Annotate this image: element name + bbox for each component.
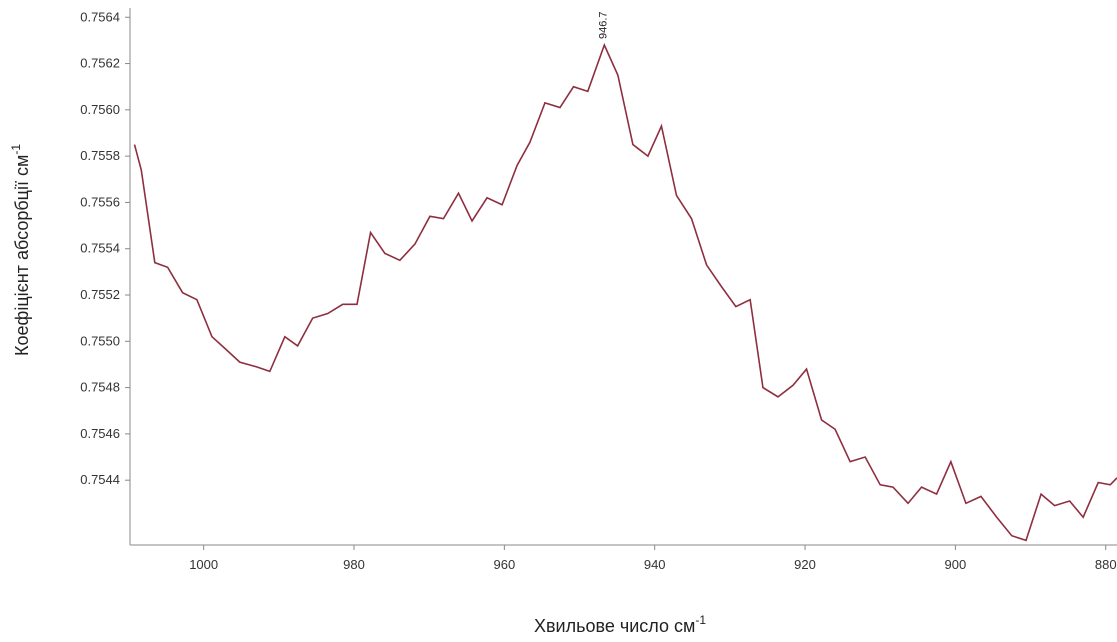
y-tick-label: 0.7550: [80, 333, 120, 348]
x-tick-label: 900: [945, 557, 967, 572]
y-tick-label: 0.7560: [80, 102, 120, 117]
y-tick-label: 0.7564: [80, 9, 120, 24]
y-axis-title: Коефіцієнт абсорбції см-1: [9, 144, 32, 356]
spectrum-line: [133, 42, 1117, 542]
y-tick-label: 0.7548: [80, 380, 120, 395]
x-tick-label: 960: [494, 557, 516, 572]
y-tick-label: 0.7546: [80, 426, 120, 441]
y-axis-title-sup: -1: [9, 144, 23, 155]
y-axis-title-text: Коефіцієнт абсорбції см: [12, 155, 32, 356]
y-tick-label: 0.7556: [80, 194, 120, 209]
y-tick-label: 0.7562: [80, 56, 120, 71]
x-axis-title-sup: -1: [695, 613, 706, 627]
y-tick-label: 0.7544: [80, 472, 120, 487]
y-tick-label: 0.7558: [80, 148, 120, 163]
x-axis-title-text: Хвильове число см: [534, 616, 695, 636]
x-tick-label: 980: [343, 557, 365, 572]
x-tick-label: 940: [644, 557, 666, 572]
peak-annotation: 946.7: [597, 12, 609, 40]
y-tick-label: 0.7552: [80, 287, 120, 302]
x-tick-label: 880: [1095, 557, 1117, 572]
y-tick-label: 0.7554: [80, 241, 120, 256]
x-tick-label: 1000: [189, 557, 218, 572]
x-axis-title: Хвильове число см-1: [534, 613, 706, 636]
x-tick-label: 920: [794, 557, 816, 572]
